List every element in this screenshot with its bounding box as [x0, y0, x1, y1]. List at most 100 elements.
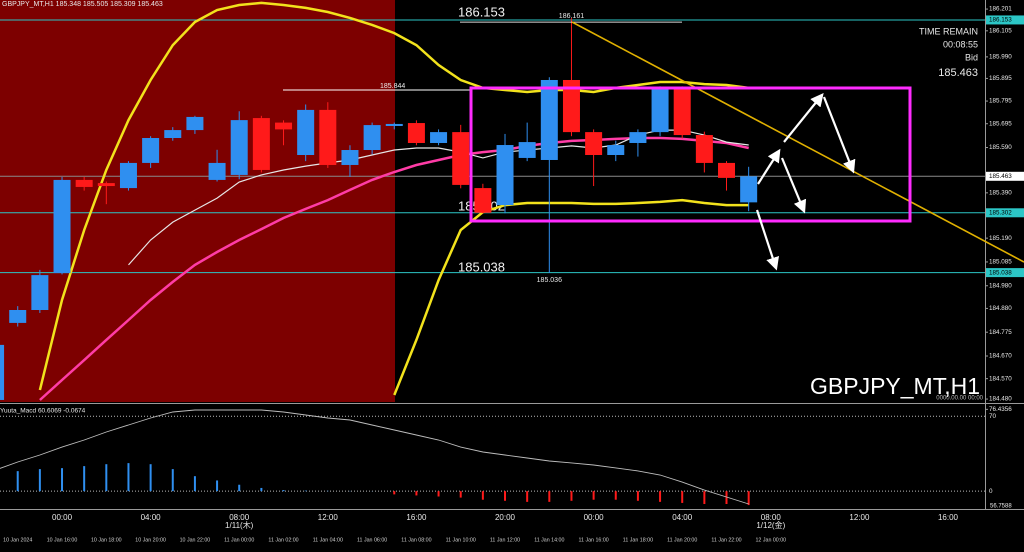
level-axis-label: 186.153 — [989, 17, 1012, 24]
candle-body — [585, 132, 603, 155]
candle-body — [562, 79, 580, 133]
bid-value: 185.463 — [938, 67, 978, 79]
candle-body — [31, 275, 49, 310]
trend-line — [571, 21, 1024, 263]
server-time-label: 11 Jan 12:00 — [490, 537, 520, 543]
candle-body — [75, 179, 93, 187]
y-tick-label: 186.105 — [989, 27, 1012, 34]
arrow — [757, 148, 781, 185]
x-tick-label: 16:00 — [938, 513, 959, 522]
candle-body — [673, 87, 691, 136]
y-tick-label: 184.570 — [989, 375, 1012, 382]
candle-body — [407, 123, 425, 143]
candle-body — [297, 109, 315, 155]
candle-body — [186, 116, 204, 131]
candle-body — [496, 145, 514, 206]
time-remain: 00:08:55 — [943, 39, 978, 49]
y-tick-label: 185.590 — [989, 144, 1012, 151]
candle-body — [695, 135, 713, 163]
low-label: 185.036 — [537, 277, 562, 284]
y-tick-label: 185.085 — [989, 259, 1012, 266]
watermark: GBPJPY_MT,H1 — [810, 373, 980, 399]
time-remain-label: TIME REMAIN — [919, 26, 978, 36]
candle-body — [0, 344, 5, 400]
server-time-label: 11 Jan 02:00 — [268, 537, 298, 543]
y-tick-label: 185.990 — [989, 54, 1012, 61]
candle-body — [385, 123, 403, 126]
date-tick-label: 1/12(金) — [756, 520, 785, 530]
candle-body — [319, 109, 337, 165]
level-axis-box — [986, 208, 1024, 218]
indicator-line — [393, 198, 749, 396]
candle-body — [430, 132, 448, 143]
y-tick-label: 0 — [989, 488, 993, 495]
candle-body — [275, 122, 293, 130]
bid-label: Bid — [965, 52, 978, 62]
arrow — [780, 157, 807, 214]
y-tick-label: 76.4356 — [989, 406, 1012, 413]
y-tick-label: 70 — [989, 413, 997, 420]
x-tick-label: 20:00 — [495, 513, 516, 522]
server-time-label: 11 Jan 00:00 — [224, 537, 254, 543]
y-tick-label: 185.895 — [989, 75, 1012, 82]
level-label: 185.038 — [458, 259, 505, 274]
candle-body — [540, 79, 558, 160]
level-label: 186.153 — [458, 4, 505, 19]
arrow — [783, 92, 824, 143]
macd-panel — [0, 409, 985, 506]
y-tick-label: 185.695 — [989, 120, 1012, 127]
candle-body — [740, 176, 758, 203]
candle-body — [518, 142, 536, 158]
server-time-label: 10 Jan 22:00 — [180, 537, 211, 543]
x-tick-label: 12:00 — [318, 513, 339, 522]
candle-body — [607, 145, 625, 155]
level-axis-label: 185.463 — [989, 173, 1012, 180]
user-drawings — [469, 21, 1024, 271]
y-tick-label: 184.980 — [989, 282, 1012, 289]
candle-body — [53, 179, 71, 274]
candle-body — [252, 118, 270, 170]
x-tick-label: 00:00 — [52, 513, 73, 522]
arrow — [755, 209, 779, 271]
server-time-label: 11 Jan 08:00 — [401, 537, 431, 543]
y-tick-label: 184.480 — [989, 396, 1012, 403]
macd-line — [0, 409, 749, 505]
server-time-label: 11 Jan 04:00 — [313, 537, 343, 543]
server-time-label: 11 Jan 18:00 — [623, 537, 653, 543]
server-time-label: 11 Jan 22:00 — [711, 537, 741, 543]
y-tick-label: 185.190 — [989, 235, 1012, 242]
server-time-label: 11 Jan 06:00 — [357, 537, 387, 543]
indicator-line — [38, 1, 749, 391]
x-tick-label: 16:00 — [406, 513, 427, 522]
candle-body — [208, 162, 226, 180]
server-time-label: 11 Jan 10:00 — [446, 537, 476, 543]
candle-body — [97, 183, 115, 187]
date-tick-label: 1/11(木) — [225, 520, 254, 530]
y-tick-label: 184.670 — [989, 353, 1012, 360]
time-stamp: 0000.00.00 00:00 — [936, 396, 983, 402]
candle-body — [230, 120, 248, 175]
x-tick-label: 04:00 — [672, 513, 693, 522]
server-time-label: 10 Jan 20:00 — [135, 537, 166, 543]
level-axis-box — [986, 15, 1024, 25]
candle-body — [119, 162, 137, 189]
server-time-label: 10 Jan 18:00 — [91, 537, 122, 543]
server-time-label: 12 Jan 00:00 — [755, 537, 786, 543]
level-axis-box — [986, 268, 1024, 278]
indicator-title: Yuuta_Macd 60.6069 -0.0674 — [0, 408, 86, 415]
candle-body — [142, 138, 160, 163]
y-tick-label: 184.880 — [989, 305, 1012, 312]
arrow — [822, 96, 856, 174]
y-tick-label: 185.390 — [989, 190, 1012, 197]
symbol-header: GBPJPY_MT,H1 185.348 185.505 185.309 185… — [2, 1, 163, 8]
candle-body — [452, 132, 470, 185]
y-tick-label: 185.795 — [989, 98, 1012, 105]
candle-body — [341, 150, 359, 165]
level-axis-box — [986, 171, 1024, 181]
x-tick-label: 00:00 — [584, 513, 605, 522]
y-tick-label: 186.201 — [989, 6, 1012, 13]
y-tick-label: 184.775 — [989, 329, 1012, 336]
x-tick-label: 08:00 — [229, 513, 250, 522]
